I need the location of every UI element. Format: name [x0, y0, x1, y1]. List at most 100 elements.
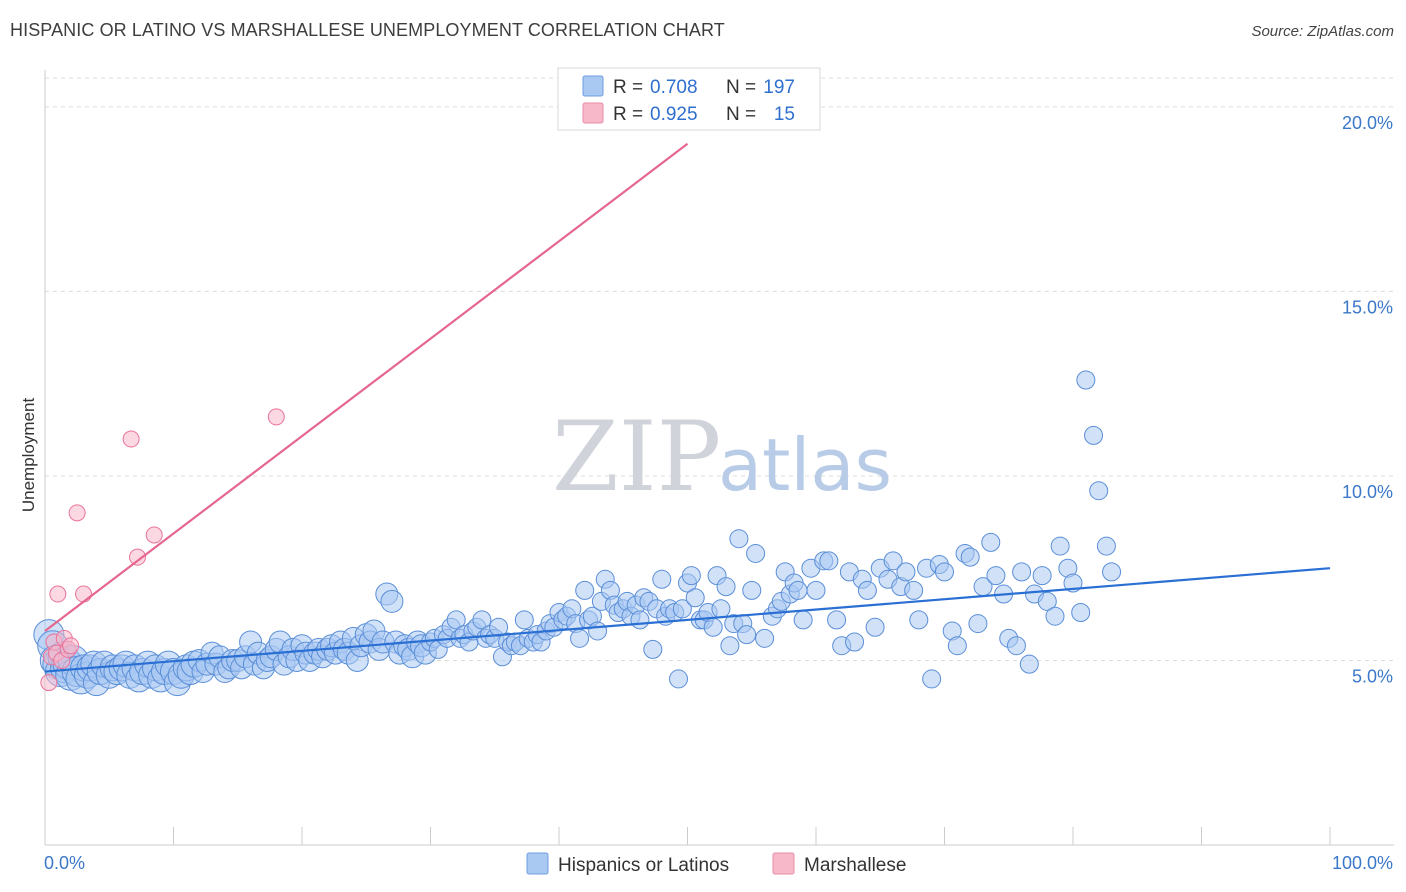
hispanic-point: [755, 628, 775, 648]
hispanic-point: [716, 577, 736, 597]
hispanic-point: [1045, 606, 1065, 626]
legend-n-value-blue: 197: [763, 77, 795, 98]
hispanic-point: [685, 588, 705, 608]
hispanic-point: [1076, 370, 1096, 390]
watermark-zip: ZIP: [552, 401, 721, 513]
hispanic-point: [514, 610, 534, 630]
legend-n-value-pink: 15: [774, 104, 795, 125]
chart-title: HISPANIC OR LATINO VS MARSHALLESE UNEMPL…: [10, 20, 725, 40]
hispanic-point: [652, 569, 672, 589]
marshallese-point: [145, 526, 163, 544]
hispanic-point: [827, 610, 847, 630]
hispanic-trend-line: [44, 567, 1331, 673]
hispanic-point: [819, 551, 839, 571]
series-legend: Hispanics or Latinos Marshallese: [526, 852, 906, 876]
y-axis-label: Unemployment: [19, 398, 38, 513]
marshallese-point: [267, 408, 285, 426]
legend-r-label-pink: R =: [613, 104, 643, 125]
y-tick-label: 5.0%: [1352, 666, 1393, 686]
hispanic-point: [806, 580, 826, 600]
hispanic-point: [788, 580, 808, 600]
hispanic-point: [575, 580, 595, 600]
hispanic-point: [947, 636, 967, 656]
hispanic-point: [672, 599, 692, 619]
y-tick-label: 10.0%: [1342, 482, 1393, 502]
hispanic-point: [865, 617, 885, 637]
bottom-legend-label-hispanic: Hispanics or Latinos: [558, 855, 729, 876]
marshallese-point: [49, 585, 67, 603]
hispanic-point: [669, 669, 689, 689]
hispanic-point: [1050, 536, 1070, 556]
trend-lines: [44, 142, 1331, 673]
hispanic-point: [643, 639, 663, 659]
marshallese-point: [68, 504, 86, 522]
marshallese-point: [40, 674, 58, 692]
marshallese-point: [129, 548, 147, 566]
hispanic-point: [729, 529, 749, 549]
hispanic-point: [703, 617, 723, 637]
legend-r-value-pink: 0.925: [650, 104, 698, 125]
hispanic-points: [33, 370, 1122, 697]
y-tick-label: 20.0%: [1342, 113, 1393, 133]
hispanic-point: [896, 562, 916, 582]
hispanic-point: [1037, 591, 1057, 611]
hispanic-point: [570, 628, 590, 648]
hispanic-point: [472, 610, 492, 630]
hispanic-point: [720, 636, 740, 656]
hispanic-point: [857, 580, 877, 600]
hispanic-point: [630, 610, 650, 630]
hispanic-point: [883, 551, 903, 571]
legend-n-label-pink: N =: [726, 104, 756, 125]
legend-r-value-blue: 0.708: [650, 77, 698, 98]
x-tick-label: 100.0%: [1332, 853, 1393, 873]
hispanic-point: [1006, 636, 1026, 656]
axes-layer: 5.0% 10.0% 15.0% 20.0% 0.0% 100.0%: [44, 70, 1394, 873]
hispanic-point: [960, 547, 980, 567]
hispanic-point: [489, 617, 509, 637]
marshallese-points: [40, 408, 285, 692]
hispanic-point: [380, 589, 404, 613]
hispanic-point: [909, 610, 929, 630]
hispanic-point: [742, 580, 762, 600]
hispanic-point: [746, 543, 766, 563]
chart-source: Source: ZipAtlas.com: [1251, 23, 1394, 40]
hispanic-point: [1084, 425, 1104, 445]
bottom-legend-swatch-blue: [526, 852, 549, 875]
hispanic-point: [681, 566, 701, 586]
hispanic-point: [922, 669, 942, 689]
hispanic-point: [968, 614, 988, 634]
hispanic-point: [981, 532, 1001, 552]
correlation-legend: R = 0.708 N = 197 R = 0.925 N = 15: [557, 67, 821, 131]
hispanic-point: [1096, 536, 1116, 556]
watermark: ZIP atlas: [552, 401, 892, 513]
legend-r-label-blue: R =: [613, 77, 643, 98]
bottom-legend-label-marshallese: Marshallese: [804, 855, 906, 876]
hispanic-point: [935, 562, 954, 582]
watermark-atlas: atlas: [718, 423, 892, 507]
hispanic-point: [1102, 562, 1122, 582]
legend-swatch-blue: [582, 75, 604, 97]
hispanic-point: [793, 610, 813, 630]
hispanic-point: [1071, 603, 1091, 622]
bottom-legend-swatch-pink: [772, 852, 795, 875]
hispanic-point: [1089, 481, 1109, 501]
hispanic-point: [1012, 562, 1032, 582]
hispanic-point: [1019, 654, 1039, 674]
hispanic-point: [588, 621, 608, 641]
x-tick-label: 0.0%: [44, 853, 85, 873]
hispanic-point: [711, 599, 731, 619]
hispanic-point: [986, 566, 1006, 586]
hispanic-point: [845, 632, 865, 652]
marshallese-point: [122, 430, 140, 448]
y-tick-label: 15.0%: [1342, 297, 1393, 317]
hispanic-point: [446, 610, 466, 630]
hispanic-point: [737, 625, 757, 645]
marshallese-point: [62, 637, 80, 655]
legend-swatch-pink: [582, 102, 604, 124]
legend-n-label-blue: N =: [726, 77, 756, 98]
marshallese-point: [75, 585, 93, 603]
hispanic-point: [1032, 566, 1052, 586]
hispanic-point: [904, 580, 924, 600]
marshallese-trend-line: [44, 142, 689, 632]
